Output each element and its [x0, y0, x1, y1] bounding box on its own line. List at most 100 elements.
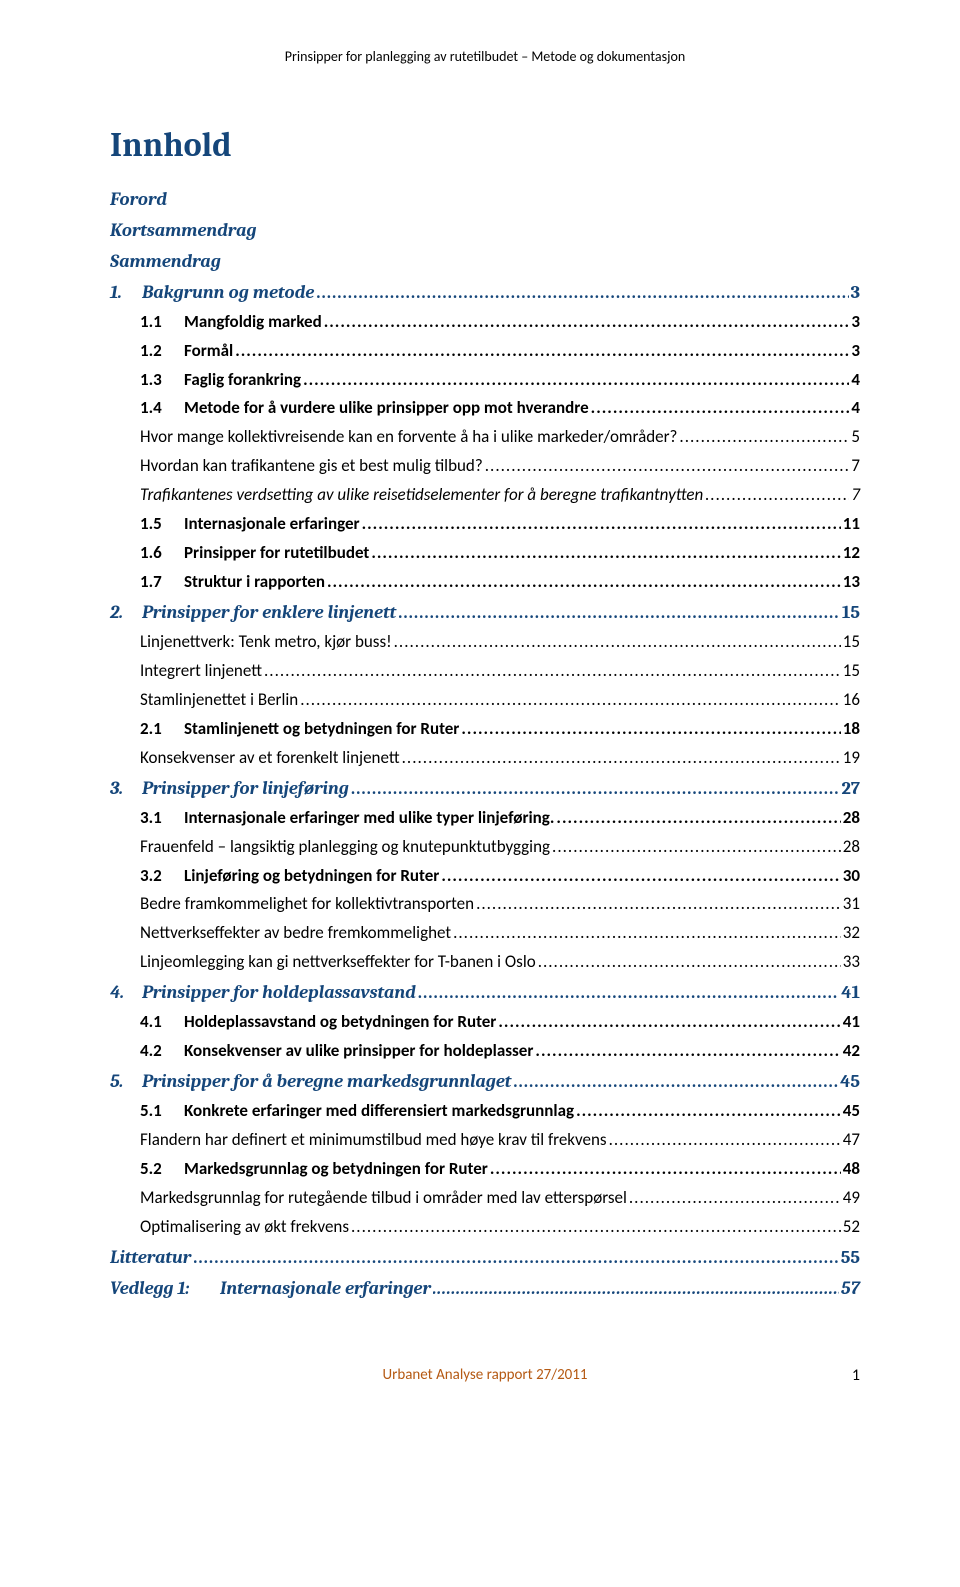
toc-entry[interactable]: 2.1Stamlinjenett og betydningen for Rute…: [110, 718, 860, 741]
toc-entry-label: 1.1Mangfoldig marked: [140, 311, 322, 334]
toc-entry-label: 1.5Internasjonale erfaringer: [140, 513, 360, 536]
toc-entry-page: 11: [843, 513, 860, 536]
toc-entry[interactable]: 1.7Struktur i rapporten 13: [110, 571, 860, 594]
toc-entry[interactable]: Linjeomlegging kan gi nettverkseffekter …: [110, 951, 860, 974]
toc-entry-label: Flandern har definert et minimumstilbud …: [140, 1129, 607, 1152]
toc-entry-page: 52: [843, 1216, 860, 1239]
toc-entry-page: 15: [842, 600, 860, 625]
toc-entry-label: 4.Prinsipper for holdeplassavstand: [110, 980, 416, 1005]
toc-leader-dots: [461, 718, 840, 741]
toc-entry[interactable]: Konsekvenser av et forenkelt linjenett19: [110, 747, 860, 770]
toc-entry-page: 27: [841, 776, 860, 801]
toc-entry[interactable]: 1.5Internasjonale erfaringer 11: [110, 513, 860, 536]
toc-leader-dots: [498, 1011, 840, 1034]
toc-leader-dots: [490, 1158, 841, 1181]
toc-entry[interactable]: Nettverkseffekter av bedre fremkommeligh…: [110, 922, 860, 945]
toc-entry-page: 42: [843, 1040, 860, 1063]
toc-entry[interactable]: 1.2Formål 3: [110, 340, 860, 363]
toc-leader-dots: [371, 542, 840, 565]
toc-leader-dots: [556, 807, 840, 830]
toc-entry-label: Bedre framkommelighet for kollektivtrans…: [140, 893, 474, 916]
toc-entry-page: 4: [851, 397, 860, 420]
toc-entry-page: 7: [851, 484, 860, 507]
toc-entry[interactable]: Flandern har definert et minimumstilbud …: [110, 1129, 860, 1152]
toc-entry[interactable]: 1.4Metode for å vurdere ulike prinsipper…: [110, 397, 860, 420]
front-matter-list: ForordKortsammendragSammendrag: [110, 187, 860, 274]
toc-entry[interactable]: 1.3Faglig forankring4: [110, 369, 860, 392]
toc-entry-page: 41: [841, 980, 860, 1005]
toc-leader-dots: [300, 689, 841, 712]
toc-entry-label: 5.Prinsipper for å beregne markedsgrunnl…: [110, 1069, 511, 1094]
toc-entry[interactable]: 1.Bakgrunn og metode3: [110, 280, 860, 305]
toc-entry-page: 3: [851, 340, 860, 363]
toc-entry-page: 3: [851, 311, 860, 334]
toc-entry-label: 1.7Struktur i rapporten: [140, 571, 325, 594]
toc-entry-label: Markedsgrunnlag for rutegående tilbud i …: [140, 1187, 627, 1210]
toc-entry[interactable]: Markedsgrunnlag for rutegående tilbud i …: [110, 1187, 860, 1210]
toc-leader-dots: [476, 893, 841, 916]
toc-entry-label: 5.1Konkrete erfaringer med differensiert…: [140, 1100, 574, 1123]
toc-entry[interactable]: 1.1Mangfoldig marked 3: [110, 311, 860, 334]
toc-entry-page: 55: [841, 1245, 860, 1270]
toc-entry-label: 4.1Holdeplassavstand og betydningen for …: [140, 1011, 496, 1034]
toc-entry[interactable]: 4.1Holdeplassavstand og betydningen for …: [110, 1011, 860, 1034]
toc-entry-label: 2.1Stamlinjenett og betydningen for Rute…: [140, 718, 459, 741]
toc-entry-label: Linjeomlegging kan gi nettverkseffekter …: [140, 951, 536, 974]
toc-leader-dots: [609, 1129, 841, 1152]
toc-entry-label: 1.6Prinsipper for rutetilbudet: [140, 542, 369, 565]
toc-entry[interactable]: 5.1Konkrete erfaringer med differensiert…: [110, 1100, 860, 1123]
toc-leader-dots: [441, 865, 840, 888]
toc-leader-dots: [538, 951, 841, 974]
toc-entry-label: Litteratur: [110, 1245, 191, 1270]
toc-entry[interactable]: Trafikantenes verdsetting av ulike reise…: [110, 484, 860, 507]
toc-entry[interactable]: 3.2Linjeføring og betydningen for Ruter3…: [110, 865, 860, 888]
toc-entry-label: Hvordan kan trafikantene gis et best mul…: [140, 455, 483, 478]
toc-entry-label: 3.Prinsipper for linjeføring: [110, 776, 349, 801]
toc-entry-label: Stamlinjenettet i Berlin: [140, 689, 298, 712]
front-matter-item: Kortsammendrag: [110, 218, 860, 243]
toc-leader-dots: [513, 1069, 838, 1094]
toc-leader-dots: [535, 1040, 840, 1063]
front-matter-item: Forord: [110, 187, 860, 212]
toc-entry-label: Integrert linjenett: [140, 660, 262, 683]
toc-entry-label: Optimalisering av økt frekvens: [140, 1216, 349, 1239]
toc-entry[interactable]: Hvordan kan trafikantene gis et best mul…: [110, 455, 860, 478]
toc-leader-dots: [316, 280, 848, 305]
toc-entry-page: 5: [851, 426, 860, 449]
toc-entry-page: 48: [843, 1158, 860, 1181]
toc-leader-dots: [235, 340, 849, 363]
toc-entry[interactable]: 2.Prinsipper for enklere linjenett15: [110, 600, 860, 625]
toc-entry-page: 7: [851, 455, 860, 478]
toc-entry[interactable]: 3.1Internasjonale erfaringer med ulike t…: [110, 807, 860, 830]
toc-entry[interactable]: Litteratur 55: [110, 1245, 860, 1270]
toc-leader-dots: [418, 980, 840, 1005]
toc-entry-page: 13: [843, 571, 860, 594]
toc-leader-dots: [679, 426, 849, 449]
toc-entry[interactable]: Stamlinjenettet i Berlin16: [110, 689, 860, 712]
toc-entry[interactable]: Vedlegg 1:Internasjonale erfaringer57: [110, 1276, 860, 1301]
toc-entry-page: 32: [843, 922, 860, 945]
toc-leader-dots: [591, 397, 850, 420]
toc-entry[interactable]: Bedre framkommelighet for kollektivtrans…: [110, 893, 860, 916]
toc-leader-dots: [705, 484, 849, 507]
toc-entry-page: 41: [843, 1011, 860, 1034]
toc-entry[interactable]: 1.6Prinsipper for rutetilbudet12: [110, 542, 860, 565]
toc-entry[interactable]: Optimalisering av økt frekvens 52: [110, 1216, 860, 1239]
page-footer: Urbanet Analyse rapport 27/2011 1: [110, 1365, 860, 1385]
toc-entry[interactable]: Linjenettverk: Tenk metro, kjør buss!15: [110, 631, 860, 654]
toc-entry-label: 1.2Formål: [140, 340, 233, 363]
toc-entry[interactable]: Integrert linjenett15: [110, 660, 860, 683]
toc-entry[interactable]: 4.Prinsipper for holdeplassavstand 41: [110, 980, 860, 1005]
toc-entry-page: 18: [843, 718, 860, 741]
toc-entry[interactable]: 3.Prinsipper for linjeføring 27: [110, 776, 860, 801]
toc-entry-page: 28: [843, 807, 860, 830]
toc-entry[interactable]: 4.2Konsekvenser av ulike prinsipper for …: [110, 1040, 860, 1063]
toc-entry[interactable]: Hvor mange kollektivreisende kan en forv…: [110, 426, 860, 449]
footer-page-number: 1: [852, 1365, 860, 1387]
toc-entry-label: Hvor mange kollektivreisende kan en forv…: [140, 426, 677, 449]
toc-leader-dots: [485, 455, 850, 478]
toc-entry[interactable]: 5.Prinsipper for å beregne markedsgrunnl…: [110, 1069, 860, 1094]
toc-leader-dots: [394, 631, 841, 654]
toc-entry[interactable]: 5.2Markedsgrunnlag og betydningen for Ru…: [110, 1158, 860, 1181]
toc-entry[interactable]: Frauenfeld – langsiktig planlegging og k…: [110, 836, 860, 859]
